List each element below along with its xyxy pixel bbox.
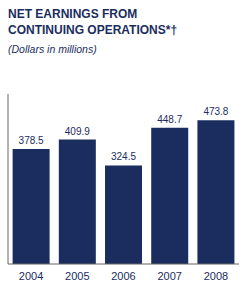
svg-text:378.5: 378.5 — [19, 135, 44, 146]
svg-text:2007: 2007 — [157, 270, 181, 282]
html-text:CONTINUING OPERATIONS*†: CONTINUING OPERATIONS*† — [8, 23, 178, 37]
html-text:(Dollars in millions): (Dollars in millions) — [8, 43, 97, 55]
svg-text:2005: 2005 — [65, 270, 89, 282]
svg-text:2008: 2008 — [204, 270, 228, 282]
html-text:NET EARNINGS FROM: NET EARNINGS FROM — [8, 7, 138, 21]
svg-text:324.5: 324.5 — [111, 151, 136, 162]
svg-text:448.7: 448.7 — [157, 114, 182, 125]
svg-text:473.8: 473.8 — [203, 106, 228, 117]
svg-text:2006: 2006 — [111, 270, 135, 282]
svg-text:409.9: 409.9 — [65, 126, 90, 137]
svg-text:2004: 2004 — [19, 270, 43, 282]
